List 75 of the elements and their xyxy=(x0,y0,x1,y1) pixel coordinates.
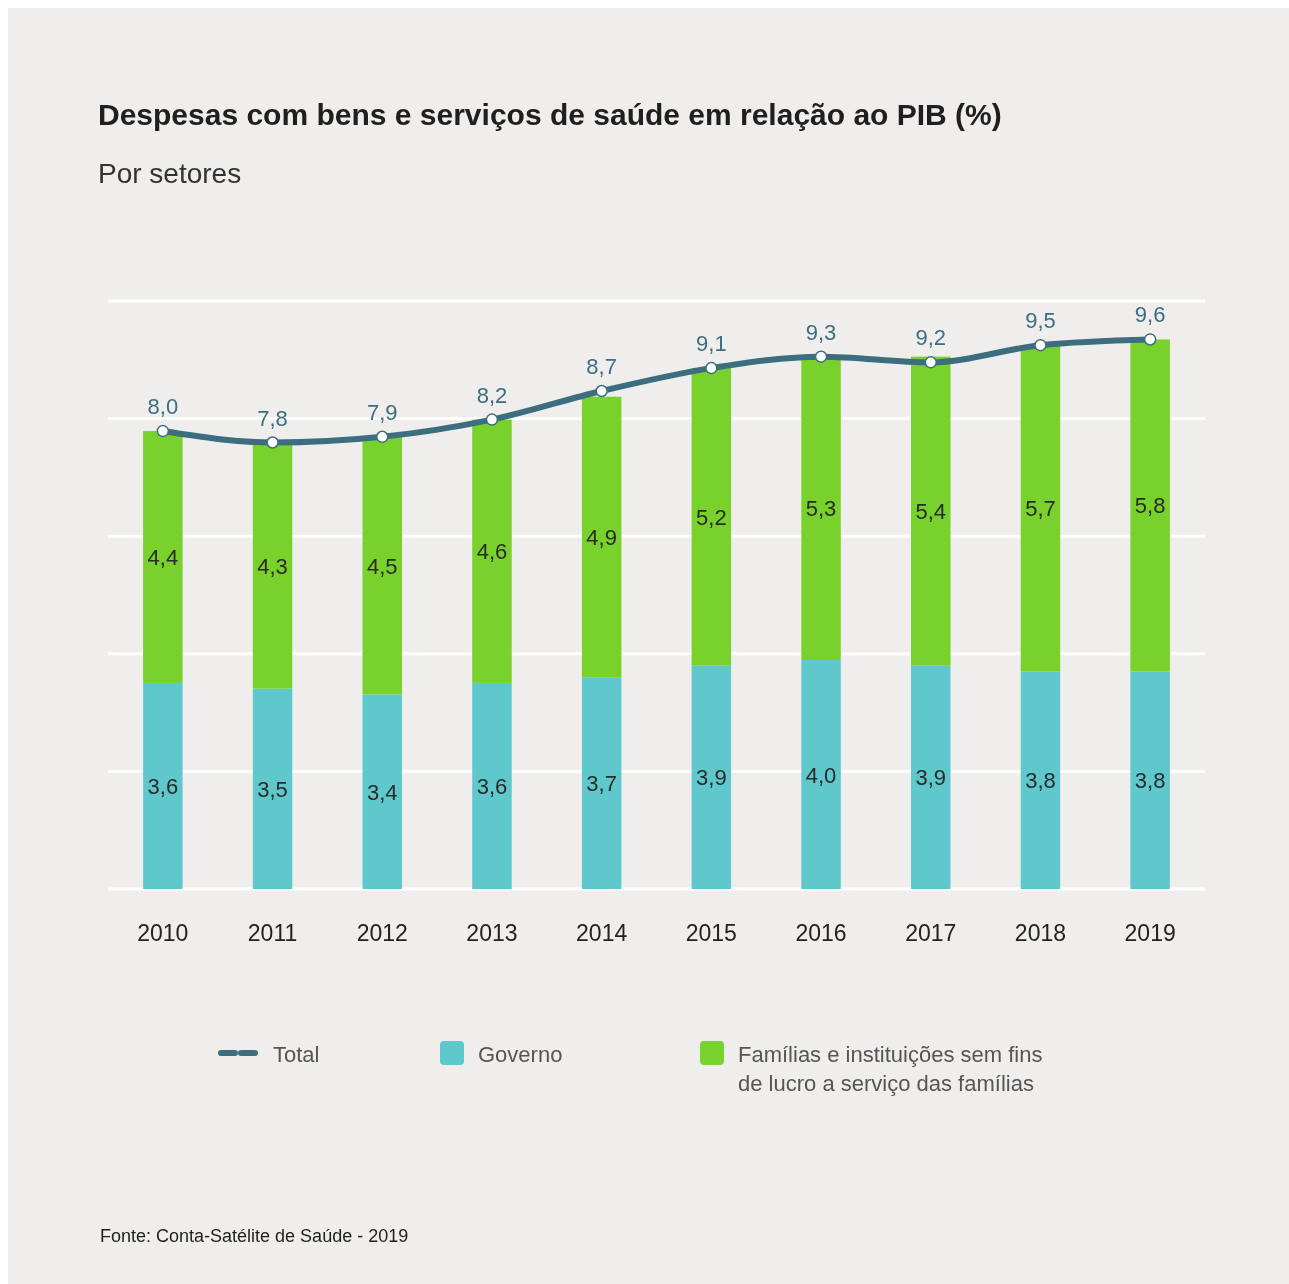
bar xyxy=(1130,339,1170,672)
data-label: 5,3 xyxy=(805,496,837,522)
point xyxy=(485,413,499,426)
data-label: 4,9 xyxy=(586,524,617,550)
bar xyxy=(581,396,622,678)
point xyxy=(1143,333,1157,346)
x-tick-label: 2019 xyxy=(1124,920,1176,946)
data-label: 5,8 xyxy=(1134,493,1166,519)
text: Por setores xyxy=(98,158,242,189)
point xyxy=(376,430,389,444)
data-label: 3,8 xyxy=(1134,768,1166,794)
bar xyxy=(581,677,622,889)
data-label: 4,5 xyxy=(366,553,398,579)
data-label: 4,4 xyxy=(147,544,179,570)
x-tick-label: 2014 xyxy=(576,920,628,946)
bar xyxy=(911,356,951,666)
data-label: 3,6 xyxy=(476,773,508,799)
x-tick-label: 2013 xyxy=(466,920,518,946)
point xyxy=(595,384,608,398)
data-label: 8,0 xyxy=(147,394,179,420)
text: Despesas com bens e serviços de saúde em relação ao PIB (%) xyxy=(98,98,1002,131)
data-label: 7,8 xyxy=(257,405,288,431)
bar xyxy=(472,419,512,683)
bar xyxy=(1020,671,1061,889)
data-label: 9,3 xyxy=(805,319,837,345)
point xyxy=(814,350,828,363)
bar xyxy=(143,682,183,889)
bar xyxy=(911,665,951,889)
legend-label: Total xyxy=(273,1042,320,1067)
bar xyxy=(472,682,512,889)
data-label: 3,8 xyxy=(1025,768,1056,794)
legend-label: Governo xyxy=(478,1042,563,1067)
source-note: Fonte: Conta-Satélite de Saúde - 2019 xyxy=(100,1226,409,1246)
x-tick-label: 2017 xyxy=(905,920,957,946)
data-label: 3,7 xyxy=(586,771,617,797)
bar xyxy=(252,442,293,689)
data-label: 9,6 xyxy=(1134,302,1166,328)
bar xyxy=(1020,345,1061,672)
bar xyxy=(691,368,732,666)
data-label: 3,4 xyxy=(366,779,398,805)
data-label: 5,4 xyxy=(915,499,947,525)
x-tick-label: 2018 xyxy=(1014,920,1067,946)
data-label: 9,2 xyxy=(915,325,947,351)
bar xyxy=(362,436,402,695)
data-label: 7,9 xyxy=(366,399,398,425)
data-label: 4,3 xyxy=(257,553,288,579)
point xyxy=(266,436,279,449)
point xyxy=(924,356,937,369)
x-tick-label: 2011 xyxy=(247,920,298,946)
data-label: 8,2 xyxy=(476,382,508,408)
data-label: 5,7 xyxy=(1025,496,1056,522)
point xyxy=(156,424,170,438)
data-label: 5,2 xyxy=(696,504,727,530)
data-label: 3,9 xyxy=(915,765,947,791)
x-tick-label: 2010 xyxy=(137,920,189,946)
bar xyxy=(362,694,402,889)
bar xyxy=(691,665,732,889)
x-tick-label: 2015 xyxy=(685,920,737,946)
data-label: 3,9 xyxy=(696,765,727,791)
data-label: 9,1 xyxy=(696,331,727,357)
point xyxy=(705,361,718,375)
data-label: 9,5 xyxy=(1025,308,1056,334)
bar xyxy=(801,660,841,889)
data-label: 3,6 xyxy=(147,773,179,799)
data-label: 4,0 xyxy=(805,762,837,788)
data-label: 4,6 xyxy=(476,539,508,565)
data-label: 3,5 xyxy=(257,776,288,802)
legend-label: Famílias e instituições sem fins de lucro a serviço das famílias xyxy=(738,1042,1043,1096)
data-label: 8,7 xyxy=(586,353,617,379)
bar xyxy=(143,431,183,683)
x-tick-label: 2012 xyxy=(356,920,408,946)
bar xyxy=(1130,671,1170,889)
bar xyxy=(252,688,293,889)
point xyxy=(1034,338,1047,352)
x-tick-label: 2016 xyxy=(795,920,847,946)
